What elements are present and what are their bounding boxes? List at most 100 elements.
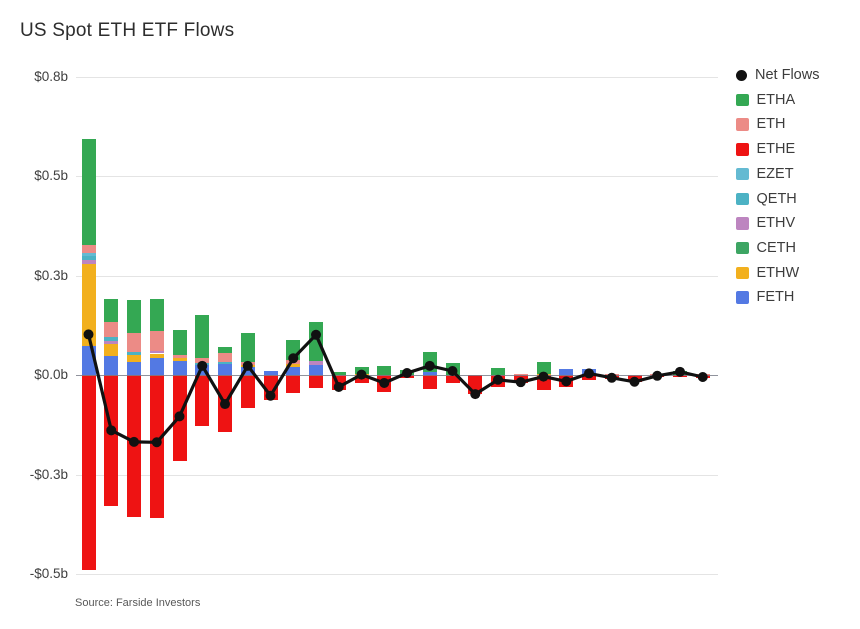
bar-segment-qeth <box>218 362 232 365</box>
bar-segment-feth <box>149 357 164 375</box>
legend-label: Net Flows <box>755 67 820 84</box>
y-tick-label: $0.5b <box>34 168 68 183</box>
legend-square-icon <box>736 118 749 131</box>
legend-square-icon <box>736 217 749 230</box>
legend-label: CETH <box>756 239 796 256</box>
bar-segment-etha <box>422 351 437 372</box>
y-tick-label: $0.0b <box>34 367 68 382</box>
bar-segment-ethe <box>127 375 141 518</box>
bar-segment-feth <box>81 345 96 375</box>
bar-segment-ethe <box>354 375 369 383</box>
legend-label: ETHE <box>756 141 796 158</box>
gridline <box>76 176 718 177</box>
bar-segment-etha <box>104 299 119 323</box>
bar-segment-ezet <box>81 252 96 256</box>
bar-segment-ethe <box>81 375 96 571</box>
y-tick-label: $0.3b <box>34 267 68 283</box>
bar-segment-ethw <box>149 353 164 358</box>
bar-segment-ethv <box>309 361 323 365</box>
gridline <box>76 574 718 575</box>
bar-segment-feth <box>172 361 187 375</box>
legend-item-ezet[interactable]: EZET <box>736 162 819 187</box>
bar-segment-ethe <box>309 375 323 389</box>
bar-segment-ethe <box>195 375 210 426</box>
legend-square-icon <box>736 192 749 206</box>
bar-segment-ethe <box>218 375 232 432</box>
bar-segment-ethe <box>536 375 551 390</box>
bar-segment-qeth <box>195 363 210 366</box>
bar-segment-etha <box>445 363 460 375</box>
bar-segment-eth <box>286 359 301 365</box>
legend-item-ethe[interactable]: ETHE <box>736 137 819 162</box>
legend-item-ethv[interactable]: ETHV <box>736 211 819 236</box>
bar-segment-etha <box>309 321 323 362</box>
bar-segment-ethw <box>81 263 96 346</box>
bar-segment-ethv <box>149 351 164 354</box>
gridline <box>76 474 718 476</box>
bar-segment-eth <box>218 353 232 363</box>
gridline <box>76 275 718 277</box>
legend-label: EZET <box>756 165 794 182</box>
bar-segment-qeth <box>127 351 141 356</box>
legend-square-icon <box>736 266 749 280</box>
bar-segment-ethw <box>172 357 187 362</box>
bar-segment-ethv <box>81 259 96 264</box>
bar-segment-feth <box>309 364 323 375</box>
legend-square-icon <box>736 167 749 181</box>
legend-item-etha[interactable]: ETHA <box>736 88 819 113</box>
bar-segment-ethe <box>263 375 278 400</box>
bar-segment-feth <box>195 365 210 375</box>
bar-segment-ethv <box>104 340 119 344</box>
legend-item-ceth[interactable]: CETH <box>736 236 819 261</box>
bar-segment-eth <box>172 355 187 358</box>
bar-segment-ethe <box>422 375 437 389</box>
bar-segment-ethe <box>445 375 460 383</box>
bar-segment-feth <box>286 367 301 375</box>
legend-square-icon <box>736 291 749 304</box>
bar-segment-ethe <box>104 375 119 506</box>
bar-segment-feth <box>127 361 141 375</box>
legend-item-net-flows[interactable]: Net Flows <box>736 63 819 88</box>
legend-item-qeth[interactable]: QETH <box>736 186 819 211</box>
legend-item-ethw[interactable]: ETHW <box>736 261 819 286</box>
bar-segment-etha <box>377 365 392 375</box>
legend-item-eth[interactable]: ETH <box>736 112 819 137</box>
chart-title: US Spot ETH ETF Flows <box>20 20 235 41</box>
bar-segment-feth <box>218 364 232 375</box>
zero-gridline <box>76 375 718 376</box>
legend-dot-icon <box>736 69 747 81</box>
bar-segment-etha <box>81 139 96 245</box>
bar-segment-ethw <box>240 365 255 368</box>
bar-segment-etha <box>172 330 187 356</box>
bar-segment-eth <box>104 322 119 337</box>
bar-segment-qeth <box>81 255 96 260</box>
bar-segment-etha <box>149 298 164 331</box>
legend-item-feth[interactable]: FETH <box>736 285 819 310</box>
bar-segment-ethe <box>627 375 642 382</box>
legend-label: ETHV <box>756 215 796 232</box>
bar-segment-ethe <box>240 375 255 409</box>
bar-segment-ethe <box>172 375 187 462</box>
bar-segment-ethe <box>559 375 574 387</box>
bar-segment-eth <box>149 330 164 352</box>
bar-segment-feth <box>240 367 255 375</box>
legend-square-icon <box>736 93 749 107</box>
bar-segment-etha <box>218 347 232 354</box>
y-tick-label: -$0.3b <box>29 466 68 482</box>
bar-segment-etha <box>127 299 141 333</box>
legend-label: ETHW <box>756 264 800 281</box>
y-tick-label: $0.8b <box>34 68 68 84</box>
y-tick-label: -$0.5b <box>29 566 68 581</box>
legend-square-icon <box>736 241 749 255</box>
bar-segment-feth <box>104 355 119 375</box>
bar-segment-qeth <box>104 336 119 341</box>
gridline <box>76 76 718 78</box>
bar-segment-etha <box>240 332 255 362</box>
bar-segment-ethe <box>468 375 483 395</box>
bar-segment-ethe <box>491 375 505 387</box>
bar-segment-etha <box>195 314 210 359</box>
bar-segment-etha <box>354 366 369 374</box>
bar-segment-etha <box>491 367 505 375</box>
legend-label: QETH <box>756 190 797 207</box>
